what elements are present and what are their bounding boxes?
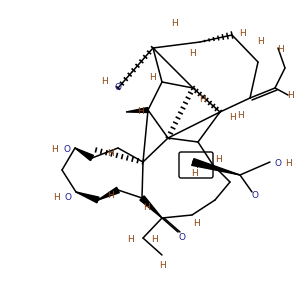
Text: H: H [52, 146, 58, 154]
Text: O: O [275, 160, 281, 168]
Text: H: H [287, 91, 293, 99]
Text: Aγs: Aγs [191, 160, 205, 168]
Polygon shape [126, 107, 148, 113]
Text: O: O [178, 233, 186, 243]
Text: H: H [229, 113, 235, 121]
Text: O: O [114, 84, 122, 93]
Text: H: H [106, 190, 113, 200]
Text: H: H [257, 38, 263, 46]
Text: H: H [53, 192, 59, 201]
Text: H: H [152, 235, 158, 245]
Text: H: H [149, 72, 155, 82]
Text: H: H [237, 111, 243, 119]
Text: H: H [239, 28, 245, 38]
Text: H: H [285, 160, 291, 168]
Polygon shape [98, 187, 119, 200]
Polygon shape [192, 159, 240, 175]
Polygon shape [140, 196, 162, 218]
Text: O: O [65, 192, 71, 201]
Text: H: H [128, 235, 135, 245]
Text: H: H [215, 156, 221, 164]
Text: H: H [137, 107, 143, 117]
Text: H: H [101, 78, 108, 87]
Text: H: H [194, 219, 200, 227]
Polygon shape [75, 148, 94, 160]
Polygon shape [76, 192, 99, 203]
Text: H: H [192, 170, 198, 178]
Text: H: H [200, 95, 206, 105]
Text: O: O [252, 190, 258, 200]
Text: H: H [106, 148, 113, 158]
Text: H: H [144, 203, 150, 213]
Text: O: O [63, 146, 71, 154]
Text: H: H [277, 46, 283, 54]
Text: H: H [172, 19, 178, 29]
Text: H: H [189, 50, 195, 58]
Text: H: H [159, 260, 165, 270]
